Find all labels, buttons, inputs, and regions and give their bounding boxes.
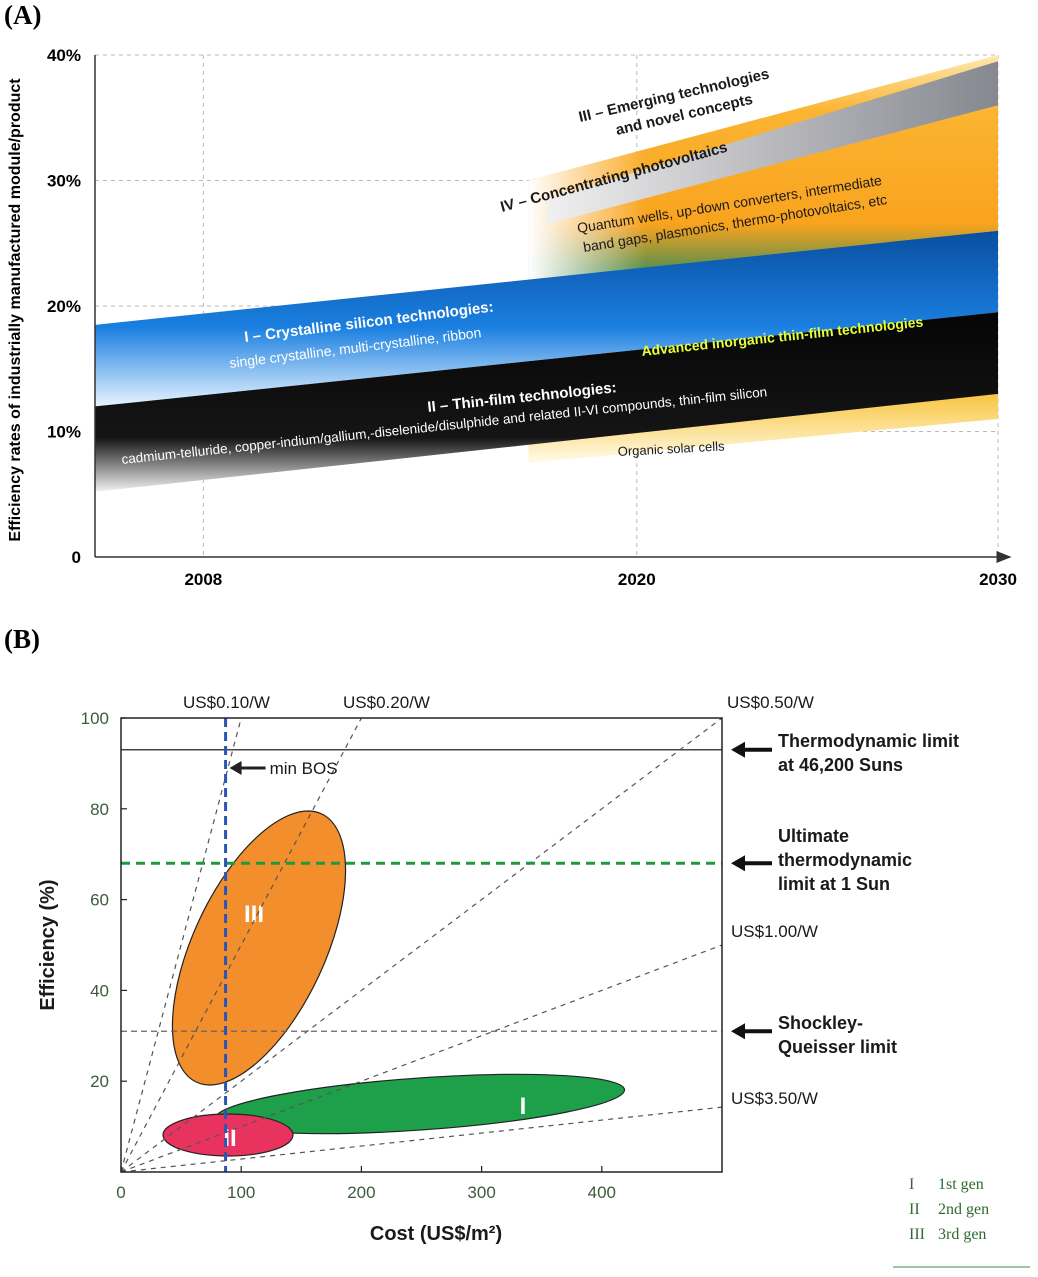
min-bos-label: min BOS — [270, 759, 338, 778]
y-tick-label: 80 — [90, 800, 109, 819]
reference-label-line: Queisser limit — [778, 1037, 897, 1057]
legend-text: 1st gen — [938, 1176, 984, 1193]
cost-per-watt-label: US$0.10/W — [183, 693, 270, 712]
cost-per-watt-label: US$1.00/W — [731, 922, 818, 941]
panel-b-x-axis-label: Cost (US$/m²) — [370, 1223, 502, 1245]
panel-b-y-axis-label: Efficiency (%) — [37, 879, 59, 1010]
x-tick-label: 300 — [467, 1183, 495, 1202]
reference-label-line: limit at 1 Sun — [778, 874, 890, 894]
reference-arrow-head — [731, 741, 745, 758]
y-tick-label: 10% — [47, 423, 81, 442]
panel-b-legend: I 1st gen II 2nd gen III 3rd gen — [909, 1176, 989, 1243]
reference-label-line: at 46,200 Suns — [778, 755, 903, 775]
region-iii-ellipse — [171, 810, 347, 1086]
region-iii-label: III — [244, 901, 264, 928]
reference-arrow-head — [731, 1023, 745, 1040]
x-tick-label: 100 — [227, 1183, 255, 1202]
region-i-label: I — [520, 1093, 527, 1120]
legend-symbol: I — [909, 1176, 914, 1193]
legend-text: 3rd gen — [938, 1226, 986, 1243]
y-tick-label: 20% — [47, 297, 81, 316]
cost-per-watt-line — [120, 1106, 723, 1173]
reference-label-line: Thermodynamic limit — [778, 731, 959, 751]
panel-a-chart: 0 10% 20% 30% 40% 2008 2020 2030 Efficiency rat… — [7, 46, 1017, 589]
y-tick-label: 40% — [47, 46, 81, 65]
y-tick-label: 30% — [47, 172, 81, 191]
band-iv-concentrating — [546, 61, 998, 225]
x-tick-label: 0 — [116, 1183, 125, 1202]
legend-symbol: III — [909, 1226, 925, 1243]
cost-per-watt-label: US$0.50/W — [727, 693, 814, 712]
band-ii-thin-film — [95, 312, 998, 492]
x-tick-label: 200 — [347, 1183, 375, 1202]
panel-b-label: (B) — [4, 624, 40, 654]
y-tick-label: 60 — [90, 891, 109, 910]
panel-a-label: (A) — [4, 0, 41, 30]
reference-arrow-head — [731, 855, 745, 872]
cost-per-watt-line — [120, 944, 723, 1173]
panel-a-axes: 0 10% 20% 30% 40% 2008 2020 2030 — [47, 46, 1017, 589]
panel-b-annotations: US$0.10/W US$0.20/W US$0.50/W US$1.00/W US$3… — [183, 693, 959, 1108]
panel-a-bands — [95, 55, 998, 492]
cost-per-watt-label: US$0.20/W — [343, 693, 430, 712]
panel-b-axes: 20 40 60 80 100 0 100 200 300 400 — [81, 709, 723, 1202]
legend-symbol: II — [909, 1201, 920, 1218]
x-tick-label: 400 — [588, 1183, 616, 1202]
y-tick-label: 20 — [90, 1072, 109, 1091]
region-ii-ellipse — [162, 1113, 294, 1157]
reference-label-line: Shockley- — [778, 1013, 863, 1033]
reference-label-line: Ultimate — [778, 826, 849, 846]
x-tick-label: 2030 — [979, 570, 1017, 589]
band-i-crystalline — [95, 230, 998, 407]
panel-b-axes-box — [120, 717, 723, 1173]
x-tick-label: 2008 — [184, 570, 222, 589]
reference-label-line: thermodynamic — [778, 850, 912, 870]
cost-per-watt-line — [120, 717, 242, 1173]
cost-per-watt-label: US$3.50/W — [731, 1089, 818, 1108]
x-tick-label: 2020 — [618, 570, 656, 589]
annotation-organic-solar-cells: Organic solar cells — [617, 438, 725, 459]
y-tick-label: 100 — [81, 709, 109, 728]
min-bos-arrow-head — [229, 760, 242, 775]
panel-a-y-axis-label: Efficiency rates of industrially manufac… — [7, 78, 24, 542]
panel-b-lines — [120, 717, 723, 1173]
y-tick-label: 40 — [90, 981, 109, 1000]
legend-text: 2nd gen — [938, 1201, 989, 1218]
y-tick-label: 0 — [72, 548, 81, 567]
